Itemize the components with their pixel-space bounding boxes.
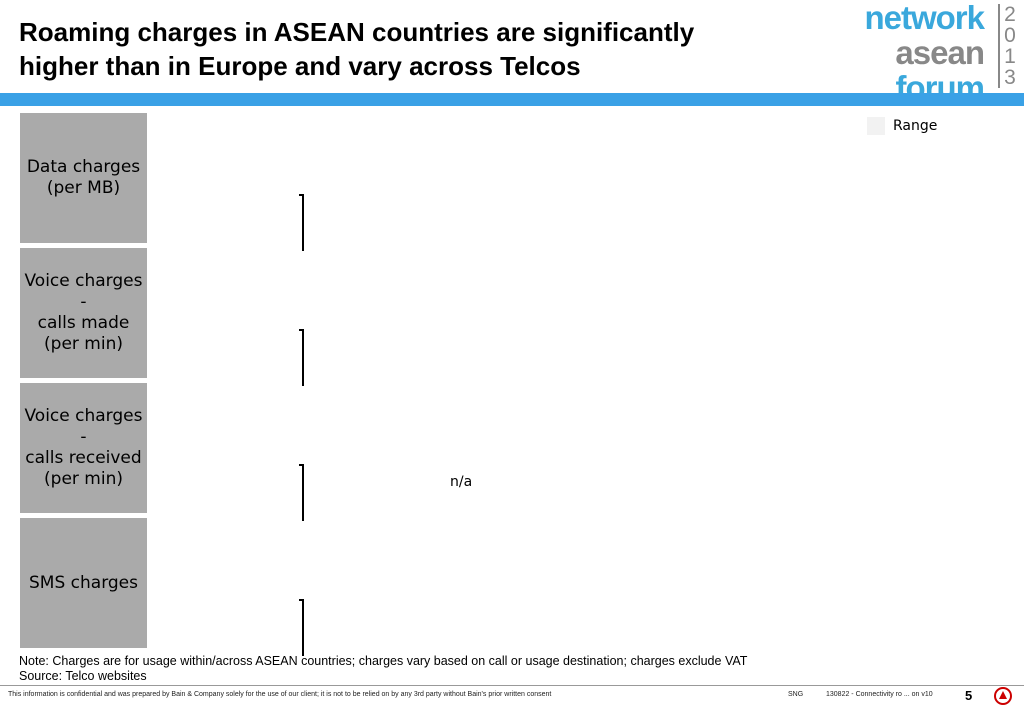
header-bar: [0, 93, 1024, 106]
row-label-line: (per MB): [46, 178, 121, 198]
logo-icon: [994, 687, 1012, 705]
disclaimer: This information is confidential and was…: [8, 691, 552, 698]
logo-word: asean: [895, 34, 985, 71]
row-label-line: calls received: [25, 448, 142, 468]
source: Source: Telco websites: [19, 669, 147, 683]
title-line: higher than in Europe and vary across Te…: [19, 51, 581, 81]
range-bracket: [299, 329, 304, 386]
logo: network asean forum: [864, 0, 985, 105]
year-digit: 3: [1004, 66, 1016, 89]
legend-label: Range: [893, 118, 938, 134]
doc-id: 130822 - Connectivity ro ... on v10: [826, 691, 933, 698]
row-label: Voice charges - calls made (per min): [20, 248, 147, 378]
title: Roaming charges in ASEAN countries are s…: [19, 15, 694, 83]
range-bracket: [299, 599, 304, 656]
year-digit: 1: [1004, 45, 1016, 68]
footer-rule: [0, 685, 1024, 686]
title-line: Roaming charges in ASEAN countries are s…: [19, 17, 695, 47]
logo-year: 2 0 1 3: [998, 4, 1020, 88]
legend-swatch: [867, 117, 885, 135]
annotation: n/a: [450, 474, 473, 490]
row-label-line: (per min): [44, 469, 123, 489]
range-bracket: [299, 464, 304, 521]
row-label-line: (per min): [44, 334, 123, 354]
row-label: Voice charges - calls received (per min): [20, 383, 147, 513]
row-label-line: Voice charges -: [24, 406, 143, 447]
row-label-line: Data charges: [26, 157, 141, 177]
row-label-line: calls made: [37, 313, 130, 333]
row-label: SMS charges: [20, 518, 147, 648]
range-bracket: [299, 194, 304, 251]
row-label: Data charges (per MB): [20, 113, 147, 243]
row-label-line: SMS charges: [29, 572, 138, 593]
year-digit: 0: [1004, 24, 1016, 47]
year-digit: 2: [1004, 3, 1016, 26]
note: Note: Charges are for usage within/acros…: [19, 654, 748, 668]
logo-word: network: [864, 0, 985, 36]
page-number: 5: [965, 688, 973, 703]
office-code: SNG: [788, 691, 804, 698]
row-label-line: Voice charges -: [24, 271, 143, 312]
